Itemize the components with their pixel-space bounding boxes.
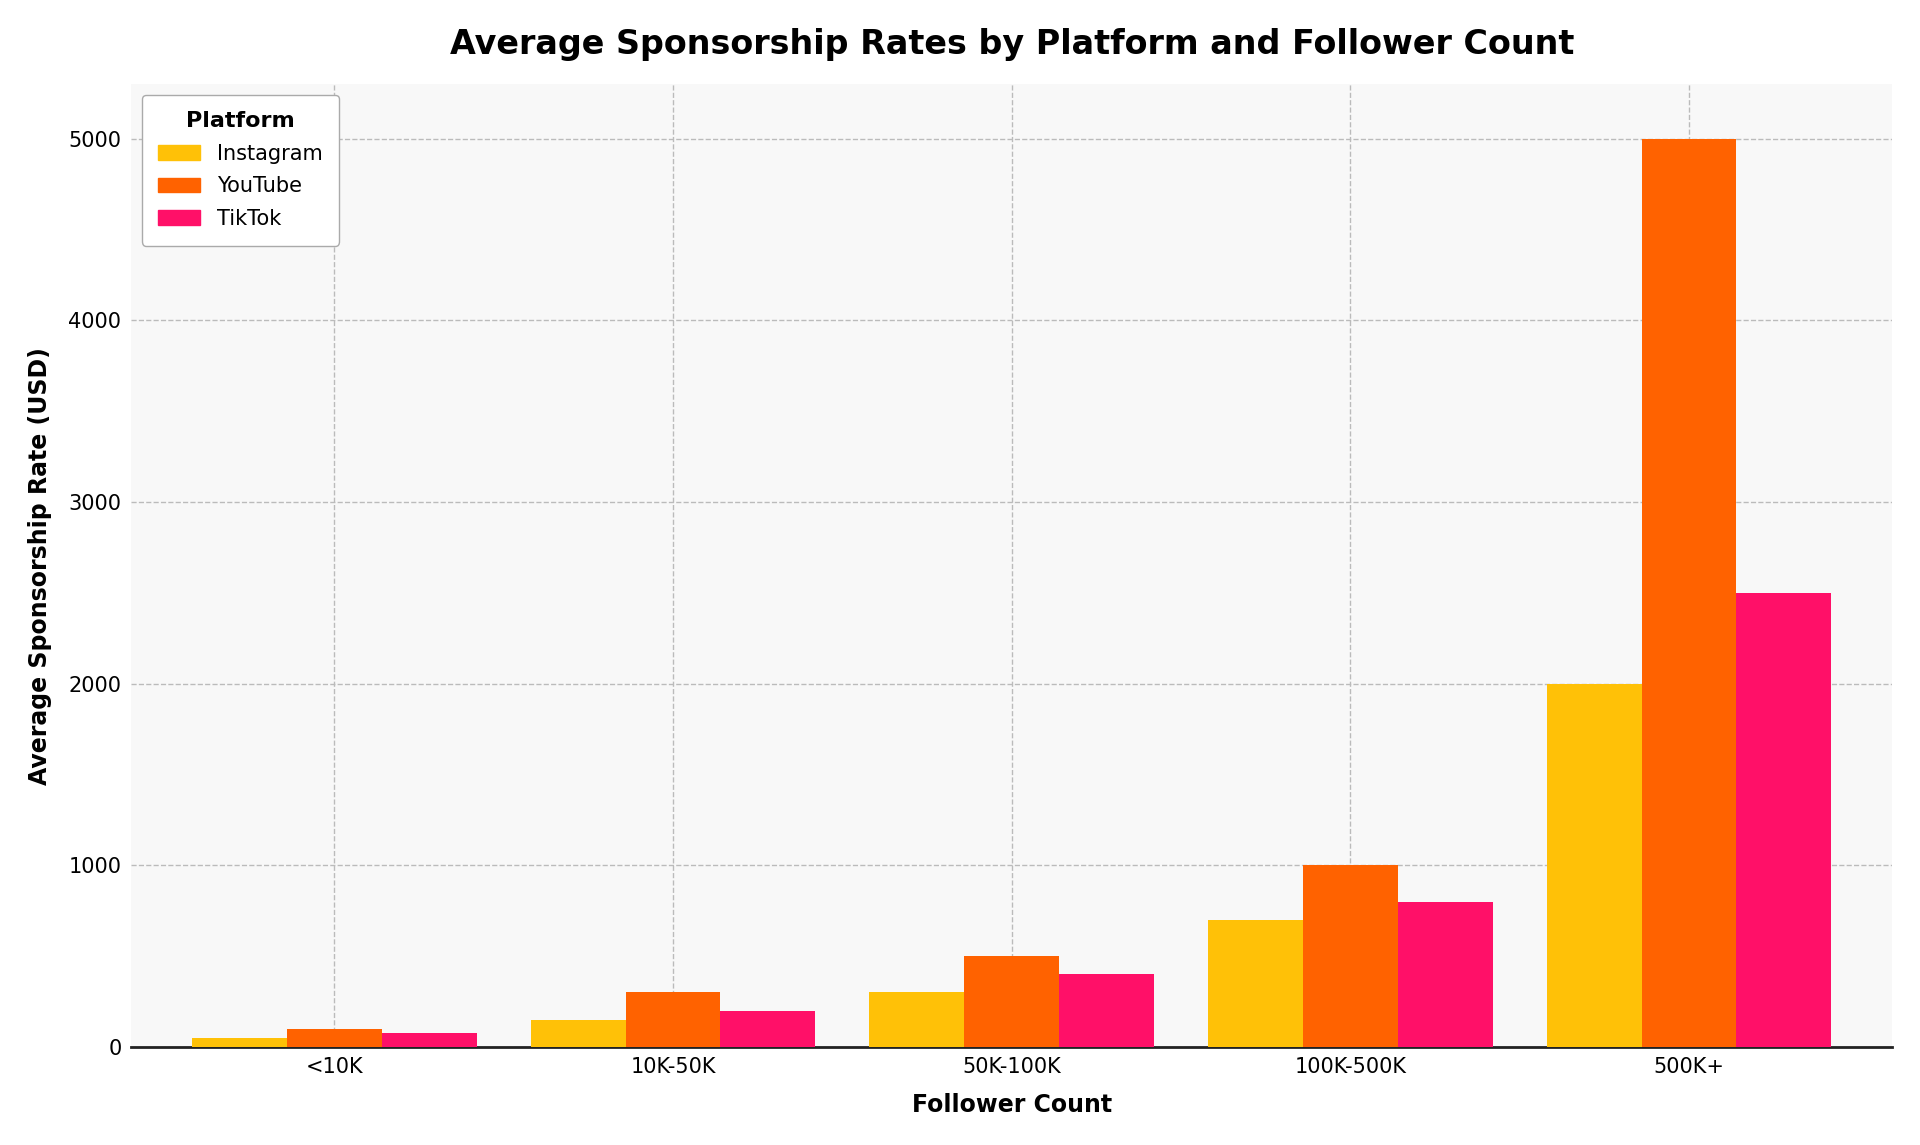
Bar — [382, 1033, 476, 1047]
Bar — [1304, 866, 1398, 1047]
Bar — [1736, 593, 1832, 1047]
X-axis label: Follower Count: Follower Count — [912, 1093, 1112, 1118]
Legend: Instagram, YouTube, TikTok: Instagram, YouTube, TikTok — [142, 95, 340, 245]
Bar — [1548, 684, 1642, 1047]
Bar — [1398, 901, 1492, 1047]
Bar — [1060, 974, 1154, 1047]
Bar — [1642, 139, 1736, 1047]
Bar — [192, 1037, 286, 1047]
Y-axis label: Average Sponsorship Rate (USD): Average Sponsorship Rate (USD) — [27, 347, 52, 784]
Bar — [720, 1011, 816, 1047]
Title: Average Sponsorship Rates by Platform and Follower Count: Average Sponsorship Rates by Platform an… — [449, 27, 1574, 61]
Bar — [870, 993, 964, 1047]
Bar — [1208, 919, 1304, 1047]
Bar — [530, 1019, 626, 1047]
Bar — [964, 956, 1060, 1047]
Bar — [626, 993, 720, 1047]
Bar — [286, 1028, 382, 1047]
